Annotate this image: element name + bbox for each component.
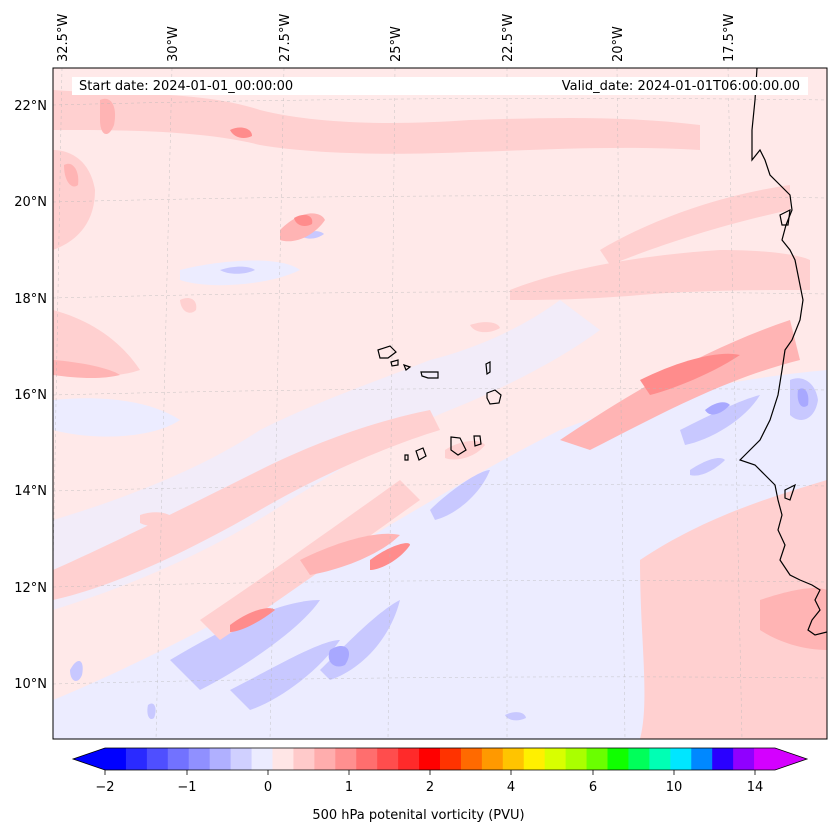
colorbar-swatch: [544, 748, 567, 770]
colorbar-swatch: [377, 748, 399, 770]
lat-label-10n: 10°N: [14, 677, 47, 692]
colorbar-ticks: [104, 770, 756, 775]
colorbar-swatch: [733, 748, 755, 770]
colorbar-swatch: [272, 748, 294, 770]
colorbar-swatch: [440, 748, 462, 770]
cb-tick-label: 2: [426, 780, 434, 795]
colorbar: −2 −1 0 1 2 4 6 10 14: [71, 747, 809, 795]
colorbar-swatch: [293, 748, 315, 770]
cb-tick-label: 14: [747, 780, 764, 795]
cb-tick-label: −2: [95, 780, 114, 795]
colorbar-swatch: [125, 748, 148, 770]
longitude-labels: 32.5°W 30°W 27.5°W 25°W 22.5°W 20°W 17.5…: [56, 14, 737, 62]
pv-positive-contours: [53, 90, 827, 739]
lat-label-14n: 14°N: [14, 484, 47, 499]
lon-label-25w: 25°W: [389, 26, 404, 62]
lat-label-16n: 16°N: [14, 388, 47, 403]
graticule: [53, 68, 827, 739]
lon-label-27-5w: 27.5°W: [278, 14, 293, 62]
colorbar-swatch: [586, 748, 608, 770]
colorbar-swatch: [105, 748, 127, 770]
lat-label-22n: 22°N: [14, 99, 47, 114]
colorbar-swatch: [188, 748, 211, 770]
cb-tick-label: 10: [666, 780, 683, 795]
colorbar-swatch: [628, 748, 650, 770]
colorbar-swatches: [105, 748, 776, 770]
cape-verde-islands: [377, 345, 502, 461]
colorbar-tick-labels: −2 −1 0 1 2 4 6 10 14: [95, 780, 763, 795]
colorbar-swatch: [356, 748, 378, 770]
valid-date-label: Valid_date: 2024-01-01T06:00:00.00: [562, 79, 800, 94]
lon-label-30w: 30°W: [166, 26, 181, 62]
map-panel: Start date: 2024-01-01_00:00:00 Valid_da…: [53, 68, 827, 739]
colorbar-swatch: [460, 748, 483, 770]
lon-label-22-5w: 22.5°W: [501, 14, 516, 62]
colorbar-title: 500 hPa potenital vorticity (PVU): [312, 808, 525, 823]
colorbar-over-arrow: [775, 748, 807, 770]
colorbar-swatch: [146, 748, 169, 770]
colorbar-swatch: [607, 748, 629, 770]
colorbar-swatch: [230, 748, 253, 770]
colorbar-swatch: [419, 748, 441, 770]
cb-tick-label: 0: [264, 780, 272, 795]
colorbar-swatch: [335, 748, 357, 770]
colorbar-swatch: [565, 748, 588, 770]
map-frame: [52, 67, 828, 740]
cb-tick-label: 1: [345, 780, 353, 795]
lat-label-20n: 20°N: [14, 195, 47, 210]
colorbar-swatch: [649, 748, 671, 770]
lat-label-12n: 12°N: [14, 581, 47, 596]
colorbar-swatch: [502, 748, 525, 770]
colorbar-swatch: [481, 748, 504, 770]
colorbar-swatch: [251, 748, 273, 770]
cb-tick-label: 4: [507, 780, 515, 795]
colorbar-swatch: [712, 748, 734, 770]
cb-tick-label: 6: [589, 780, 597, 795]
coastline: [738, 68, 827, 636]
date-banner: Start date: 2024-01-01_00:00:00 Valid_da…: [72, 77, 808, 95]
colorbar-swatch: [167, 748, 190, 770]
colorbar-under-arrow: [73, 748, 105, 770]
latitude-labels: 22°N 20°N 18°N 16°N 14°N 12°N 10°N: [14, 99, 47, 692]
start-date-label: Start date: 2024-01-01_00:00:00: [79, 79, 293, 94]
colorbar-swatch: [314, 748, 336, 770]
cb-tick-label: −1: [177, 780, 196, 795]
colorbar-swatch: [398, 748, 420, 770]
colorbar-swatch: [523, 748, 546, 770]
colorbar-swatch: [691, 748, 713, 770]
colorbar-swatch: [754, 748, 776, 770]
lat-label-18n: 18°N: [14, 292, 47, 307]
colorbar-swatch: [209, 748, 232, 770]
lon-label-32-5w: 32.5°W: [56, 14, 71, 62]
lon-label-20w: 20°W: [611, 26, 626, 62]
lon-label-17-5w: 17.5°W: [722, 14, 737, 62]
colorbar-swatch: [670, 748, 692, 770]
